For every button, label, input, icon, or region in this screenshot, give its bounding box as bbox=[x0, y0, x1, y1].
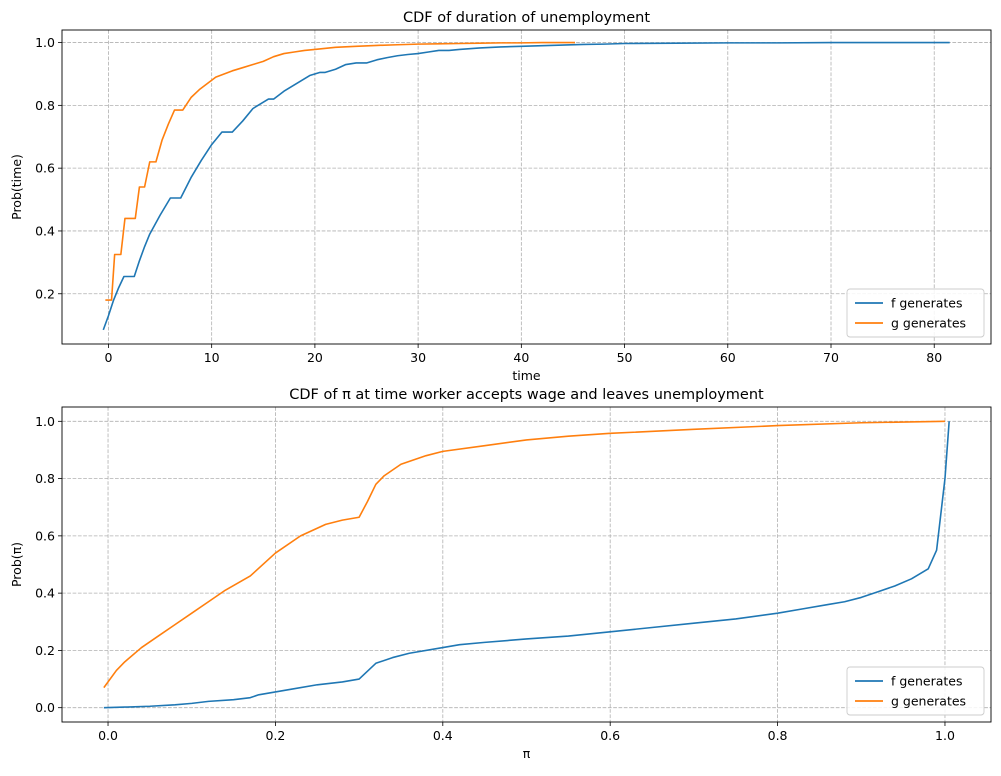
pi-chart: 0.0 0.2 0.4 0.6 0.8 1.0 0.0 0.2 0.4 0.6 0.8 1.0 CDF … bbox=[9, 387, 992, 761]
y-tick-label: 0.8 bbox=[35, 98, 55, 113]
y-tick-label: 1.0 bbox=[35, 35, 55, 50]
chart-title: CDF of π at time worker accepts wage and… bbox=[289, 387, 764, 403]
chart-title: CDF of duration of unemployment bbox=[403, 10, 650, 26]
y-tick-label: 0.2 bbox=[35, 643, 55, 658]
y-tick-label: 0.2 bbox=[35, 286, 55, 301]
series-line-g bbox=[103, 420, 945, 689]
legend: f generates g generates bbox=[846, 288, 985, 338]
x-tick-label: 0.6 bbox=[600, 728, 620, 743]
axes-frame bbox=[61, 406, 992, 723]
x-tick-label: 80 bbox=[926, 350, 942, 365]
y-tick-label: 0.4 bbox=[35, 223, 55, 238]
x-tick-label: 20 bbox=[307, 350, 323, 365]
x-tick-label: 50 bbox=[617, 350, 633, 365]
x-tick-label: 1.0 bbox=[935, 728, 955, 743]
axes-frame bbox=[61, 29, 992, 345]
x-tick-label: 0 bbox=[104, 350, 112, 365]
x-tick-label: 30 bbox=[410, 350, 426, 365]
legend-label-g: g generates bbox=[891, 694, 966, 709]
legend-box bbox=[846, 288, 985, 338]
legend-label-f: f generates bbox=[891, 674, 963, 689]
x-tick-label: 10 bbox=[204, 350, 220, 365]
y-tick-label: 0.8 bbox=[35, 471, 55, 486]
x-tick-label: 0.8 bbox=[768, 728, 788, 743]
series-line-g bbox=[105, 41, 576, 301]
x-tick-label: 70 bbox=[823, 350, 839, 365]
y-tick-label: 0.6 bbox=[35, 161, 55, 176]
y-tick-label: 0.4 bbox=[35, 586, 55, 601]
y-tick-label: 0.0 bbox=[35, 700, 55, 715]
x-tick-label: 60 bbox=[720, 350, 736, 365]
x-axis-label: π bbox=[523, 746, 531, 761]
legend-label-f: f generates bbox=[891, 296, 963, 311]
y-tick-label: 0.6 bbox=[35, 528, 55, 543]
series-line-f bbox=[103, 421, 950, 709]
legend: f generates g generates bbox=[846, 666, 985, 716]
duration-chart: 0 10 20 30 40 50 60 70 80 0.2 0.4 0.6 0.8 1.0 CDF of d… bbox=[9, 10, 992, 383]
x-tick-label: 0.0 bbox=[98, 728, 118, 743]
y-tick-label: 1.0 bbox=[35, 414, 55, 429]
series-line-f bbox=[102, 41, 950, 331]
legend-box bbox=[846, 666, 985, 716]
y-axis-label: Prob(time) bbox=[9, 154, 24, 220]
legend-label-g: g generates bbox=[891, 316, 966, 331]
x-tick-label: 40 bbox=[513, 350, 529, 365]
x-tick-label: 0.2 bbox=[265, 728, 285, 743]
x-axis-label: time bbox=[512, 368, 541, 383]
y-axis-label: Prob(π) bbox=[9, 542, 24, 587]
x-tick-label: 0.4 bbox=[433, 728, 453, 743]
